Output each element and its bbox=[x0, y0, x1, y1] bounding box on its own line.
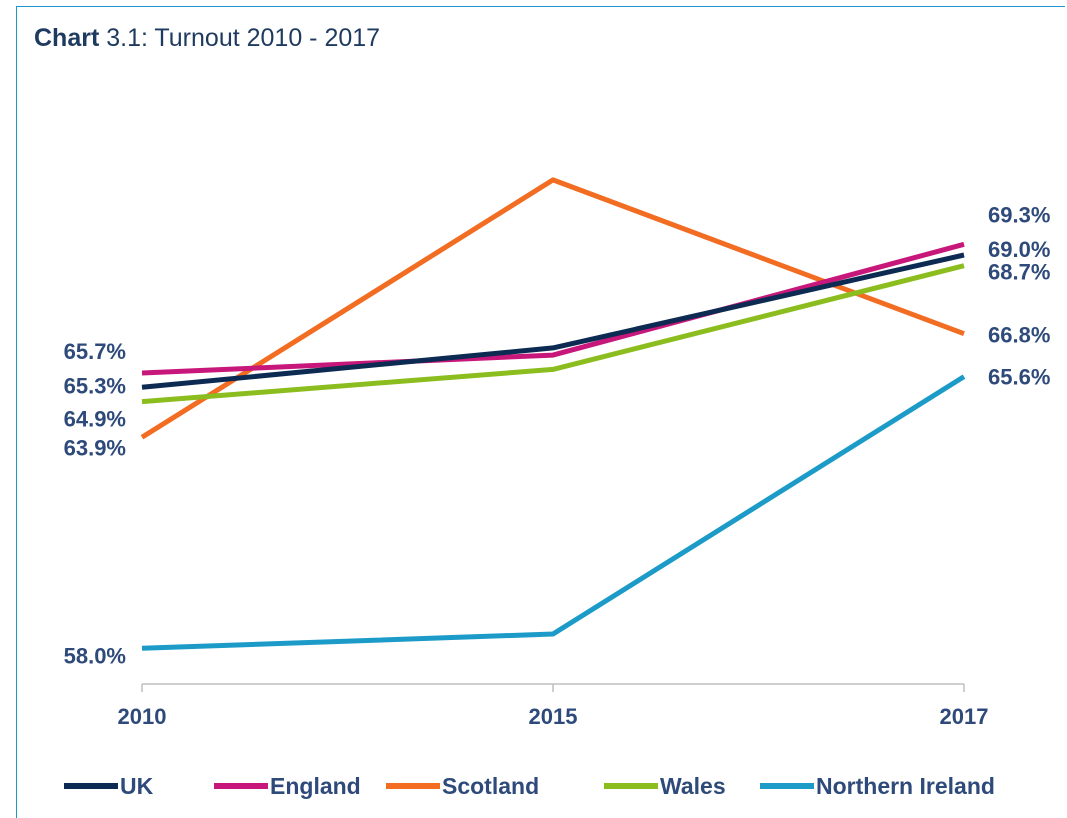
series-line-england bbox=[141, 241, 965, 376]
chart-frame bbox=[16, 6, 1065, 818]
x-tick-label: 2015 bbox=[529, 704, 578, 729]
data-label: 65.7% bbox=[64, 339, 126, 364]
chart-title: Chart 3.1: Turnout 2010 - 2017 bbox=[34, 24, 380, 53]
legend-label: Scotland bbox=[442, 773, 539, 799]
series-lines bbox=[140, 177, 966, 651]
series-line-scotland bbox=[140, 177, 965, 440]
data-label: 65.6% bbox=[988, 365, 1050, 390]
data-labels: 65.3% 69.0% 65.7% 69.3% 63.9% 66.8% 64.9% 68.7%… bbox=[64, 202, 1051, 668]
chart-title-rest: 3.1: Turnout 2010 - 2017 bbox=[99, 24, 381, 52]
data-label: 68.7% bbox=[988, 260, 1050, 285]
data-label: 64.9% bbox=[64, 407, 126, 432]
legend-label: England bbox=[270, 773, 361, 799]
x-tick-label: 2017 bbox=[940, 704, 989, 729]
x-axis: 2010 2015 2017 bbox=[118, 683, 989, 729]
data-label: 66.8% bbox=[988, 323, 1050, 348]
legend-label: UK bbox=[120, 773, 154, 799]
legend-label: Wales bbox=[660, 773, 726, 799]
series-line-northern-ireland bbox=[141, 374, 966, 651]
data-label: 58.0% bbox=[64, 643, 126, 668]
data-label: 63.9% bbox=[64, 435, 126, 460]
data-label: 65.3% bbox=[64, 373, 126, 398]
data-label: 69.0% bbox=[988, 237, 1050, 262]
x-tick-label: 2010 bbox=[118, 704, 167, 729]
chart-title-bold: Chart bbox=[34, 24, 100, 52]
legend: UK England Scotland Wales Northern Ireland bbox=[64, 773, 995, 799]
series-line-uk bbox=[141, 252, 965, 390]
legend-label: Northern Ireland bbox=[816, 773, 995, 799]
series-line-wales bbox=[141, 263, 965, 405]
data-label: 69.3% bbox=[988, 202, 1050, 227]
